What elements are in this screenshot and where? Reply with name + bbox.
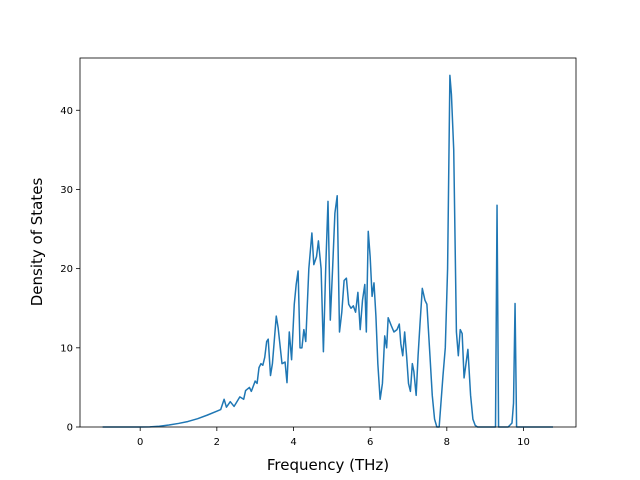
y-tick-label: 40 [60,106,73,117]
y-tick-label: 30 [60,185,73,196]
x-tick-label: 2 [214,437,220,448]
data-line [102,74,554,428]
x-tick-label: 6 [367,437,373,448]
y-axis-label: Density of States [28,178,46,307]
y-tick-label: 20 [60,264,73,275]
x-tick-label: 8 [444,437,450,448]
x-tick-label: 0 [137,437,143,448]
x-tick-label: 4 [290,437,296,448]
x-axis-label: Frequency (THz) [267,456,389,474]
axes-frame [79,57,577,428]
x-tick-label: 10 [517,437,530,448]
y-tick-label: 0 [67,423,73,434]
y-tick-label: 10 [60,343,73,354]
